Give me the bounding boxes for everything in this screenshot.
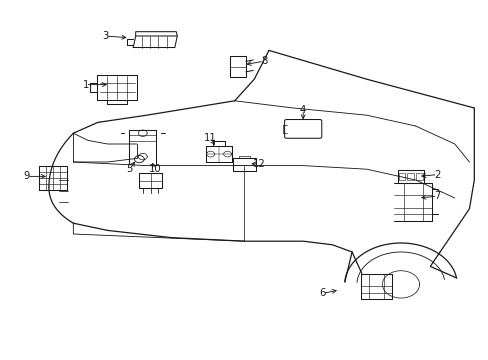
Text: 5: 5 bbox=[126, 164, 133, 174]
Text: 9: 9 bbox=[23, 171, 30, 181]
Text: 1: 1 bbox=[82, 80, 89, 90]
Text: 6: 6 bbox=[319, 288, 325, 298]
Text: 10: 10 bbox=[149, 164, 162, 174]
Text: 3: 3 bbox=[102, 31, 108, 41]
Bar bbox=[398, 173, 405, 180]
Text: 2: 2 bbox=[433, 170, 440, 180]
Text: 12: 12 bbox=[252, 159, 265, 169]
Bar bbox=[407, 173, 413, 180]
Bar bbox=[415, 173, 422, 180]
Text: 7: 7 bbox=[433, 191, 440, 201]
Text: 11: 11 bbox=[203, 132, 216, 143]
Text: 4: 4 bbox=[300, 105, 305, 115]
Text: 8: 8 bbox=[261, 56, 266, 66]
